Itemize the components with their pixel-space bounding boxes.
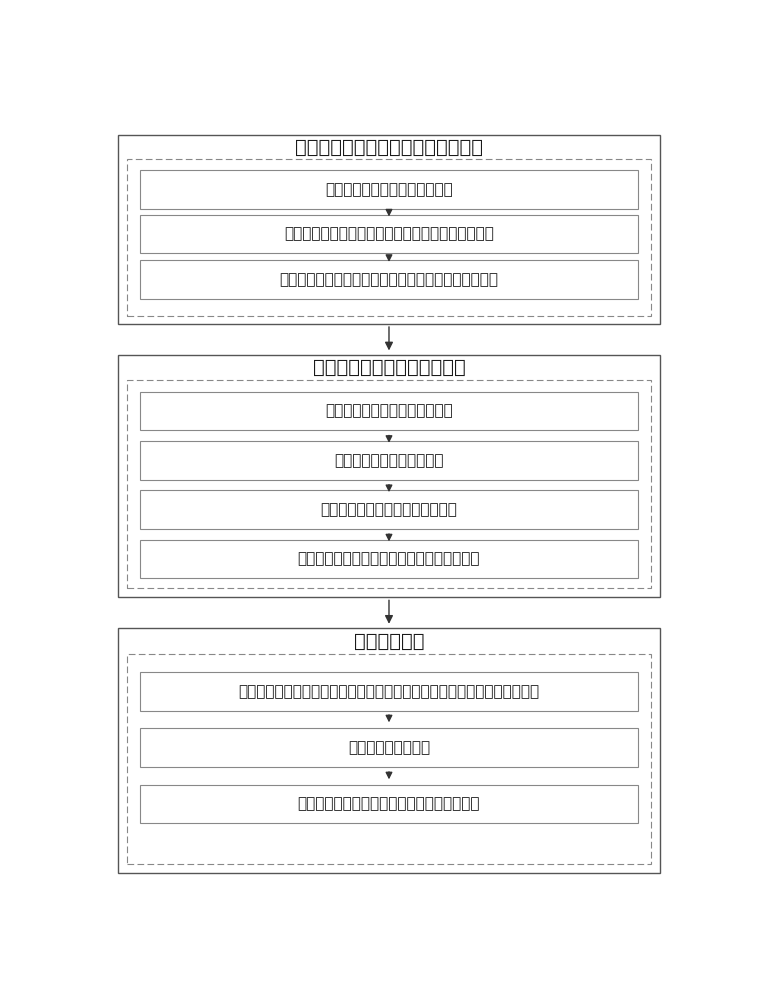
Text: 建立多区域交互迭代计算模型: 建立多区域交互迭代计算模型 xyxy=(313,358,465,377)
Bar xyxy=(140,672,638,711)
Text: 设置各区域潮流同时收敛作为停止迭代的标志: 设置各区域潮流同时收敛作为停止迭代的标志 xyxy=(298,551,480,566)
Bar xyxy=(140,260,638,299)
Text: 计算输出变量的结果: 计算输出变量的结果 xyxy=(348,740,430,755)
Text: 利用节点撕裂法对电网进行分区: 利用节点撕裂法对电网进行分区 xyxy=(325,404,453,419)
Text: 每次迭代交换撕裂节点新的输出值: 每次迭代交换撕裂节点新的输出值 xyxy=(320,502,458,517)
Bar xyxy=(128,654,650,864)
Bar xyxy=(140,490,638,529)
Bar xyxy=(140,392,638,430)
Bar xyxy=(140,170,638,209)
Bar xyxy=(140,540,638,578)
Text: 在各层中选择概率密度值最大的点作为本层的样本点: 在各层中选择概率密度值最大的点作为本层的样本点 xyxy=(284,226,494,241)
Text: 对新能源发电功率变量进行分层: 对新能源发电功率变量进行分层 xyxy=(325,182,453,197)
Text: 建立新能源发电功率变量的样本矩阵: 建立新能源发电功率变量的样本矩阵 xyxy=(295,137,483,156)
Bar xyxy=(140,728,638,767)
Bar xyxy=(140,441,638,480)
Bar xyxy=(118,135,660,324)
Bar xyxy=(128,380,650,588)
Bar xyxy=(118,628,660,873)
Bar xyxy=(128,158,650,316)
Bar xyxy=(140,785,638,823)
Bar xyxy=(140,215,638,253)
Bar xyxy=(118,355,660,597)
Text: 建立各区域的潮流计算模型: 建立各区域的潮流计算模型 xyxy=(334,453,444,468)
Text: 将新能源发电功率变量样本矩阵的列向量依次代入多区域交互迭代计算模型: 将新能源发电功率变量样本矩阵的列向量依次代入多区域交互迭代计算模型 xyxy=(238,684,540,699)
Text: 概率潮流计算: 概率潮流计算 xyxy=(354,632,424,651)
Text: 利用核密度估计拟合输出变量的概率密度函数: 利用核密度估计拟合输出变量的概率密度函数 xyxy=(298,796,480,811)
Text: 对样本点进行排序生成新能源发电功率变量的样本矩阵: 对样本点进行排序生成新能源发电功率变量的样本矩阵 xyxy=(279,272,499,287)
